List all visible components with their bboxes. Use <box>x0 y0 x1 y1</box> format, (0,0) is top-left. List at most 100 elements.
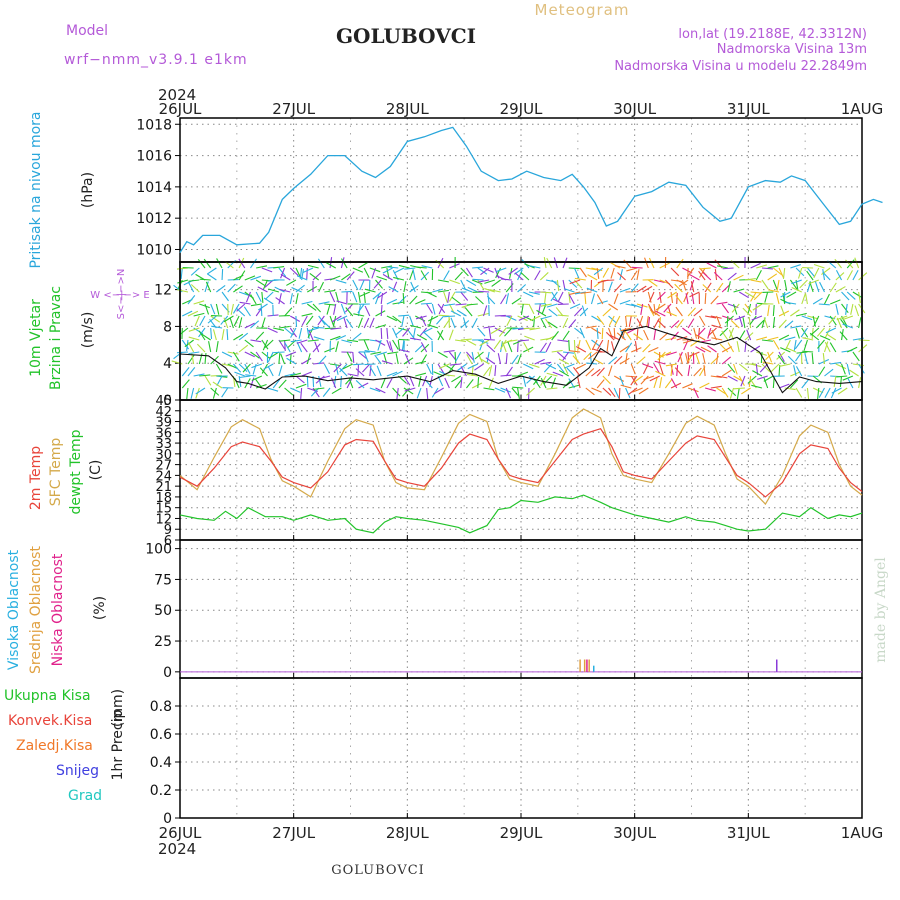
wind-arrow <box>824 387 831 398</box>
wind-arrow <box>477 351 483 363</box>
wind-arrow <box>690 281 695 293</box>
top-date-26JUL: 26JUL <box>159 100 202 118</box>
wind-arrow <box>809 332 820 341</box>
ytick-label: 15 <box>155 502 172 517</box>
wind-arrow <box>426 363 432 375</box>
wind-arrow <box>624 330 632 341</box>
wind-arrow <box>296 341 303 353</box>
wind-arrow <box>687 307 696 317</box>
wind-arrow <box>448 329 454 341</box>
wind-arrow <box>613 293 619 305</box>
wind-arrow <box>517 340 519 353</box>
wind-arrow <box>822 269 826 281</box>
wind-arrow <box>829 299 841 305</box>
panels: 1010101210141016101804812691215182124273… <box>136 117 883 827</box>
wind-arrow <box>596 267 600 279</box>
wind-arrow <box>364 288 376 293</box>
wind-arrow <box>177 279 189 284</box>
wind-arrow <box>206 267 217 275</box>
wind-arrow <box>625 387 631 399</box>
cloud-ylabel: Visoka Oblacnost <box>6 549 22 670</box>
wind-arrow <box>577 377 581 389</box>
cloud-ylabel3: Niska Oblacnost <box>50 553 66 666</box>
wind-arrow <box>415 315 427 320</box>
wind-arrow <box>331 315 342 323</box>
wind-arrow <box>784 279 788 291</box>
wind-arrow <box>665 337 677 341</box>
top-date-29JUL: 29JUL <box>500 100 543 118</box>
wind-arrow <box>486 344 496 353</box>
wind-arrow <box>382 267 393 274</box>
wind-arrow <box>215 303 220 315</box>
wind-arrow <box>682 327 692 336</box>
wind-arrow <box>702 353 706 365</box>
wind-arrow <box>777 354 786 365</box>
wind-arrow <box>375 310 386 317</box>
wind-arrow <box>255 378 263 389</box>
wind-arrow <box>359 279 365 291</box>
ytick-label: 45 <box>155 394 172 409</box>
wind-arrow <box>216 284 226 293</box>
wind-arrow <box>800 327 808 338</box>
ytick-label: 36 <box>155 426 172 441</box>
wind-arrow <box>232 303 240 314</box>
wind-arrow <box>199 374 211 377</box>
wind-arrow <box>558 358 569 365</box>
wind-compass-sn: S<−|−>N <box>116 269 127 320</box>
wind-arrow <box>734 315 746 321</box>
wind-arrow <box>377 339 382 351</box>
wind-arrow <box>392 370 403 377</box>
wind-arrow <box>434 387 444 395</box>
wind-arrow <box>711 337 723 341</box>
wind-arrow <box>569 291 581 295</box>
wind-arrow <box>589 353 593 365</box>
wind-arrow <box>710 385 722 389</box>
wind-arrow <box>233 285 243 293</box>
wind-arrow <box>536 309 547 317</box>
wind-arrow <box>742 307 751 317</box>
wind-arrow <box>742 317 746 329</box>
wind-arrow <box>761 363 771 373</box>
cloud-ylabel2: Srednja Oblacnost <box>28 546 44 674</box>
wind-arrow <box>722 267 734 270</box>
wind-arrow <box>255 291 262 303</box>
wind-arrow <box>210 327 213 340</box>
wind-arrow <box>375 324 387 329</box>
wind-arrow <box>847 377 854 389</box>
wind-arrow <box>706 262 717 269</box>
wind-arrow <box>314 341 320 353</box>
wind-arrow <box>659 377 663 389</box>
wind-arrow <box>488 365 493 377</box>
wind-arrow <box>386 298 398 305</box>
ytick-label: 8 <box>163 319 172 335</box>
wind-arrow <box>630 270 638 281</box>
wind-arrow <box>665 363 677 367</box>
wind-arrow <box>608 365 613 377</box>
wind-arrow <box>290 372 302 377</box>
wind-arrow <box>610 341 615 353</box>
wind-arrow <box>664 279 674 289</box>
wind-arrow <box>421 265 433 269</box>
wind-arrow <box>551 331 559 341</box>
wind-arrow <box>307 327 319 332</box>
wind-arrow <box>546 372 558 377</box>
wind-arrow <box>401 315 405 327</box>
wind-arrow <box>636 285 647 293</box>
wind-arrow <box>447 291 450 303</box>
wind-arrow <box>643 375 655 381</box>
wind-arrow <box>778 267 785 279</box>
wind-arrow <box>685 293 689 305</box>
wind-arrow <box>451 375 462 383</box>
wind-arrow <box>727 342 735 353</box>
wind-arrow <box>295 375 305 384</box>
wind-arrow <box>738 330 746 341</box>
wind-arrow <box>204 352 207 365</box>
wind-arrow <box>555 307 564 317</box>
wind-arrow <box>858 291 861 303</box>
wind-arrow <box>444 377 450 389</box>
ytick-label: 33 <box>155 437 172 452</box>
wind-arrow <box>284 327 294 336</box>
wind-arrow <box>477 376 480 389</box>
wind-arrow <box>778 334 790 341</box>
wind-arrow <box>483 338 495 341</box>
